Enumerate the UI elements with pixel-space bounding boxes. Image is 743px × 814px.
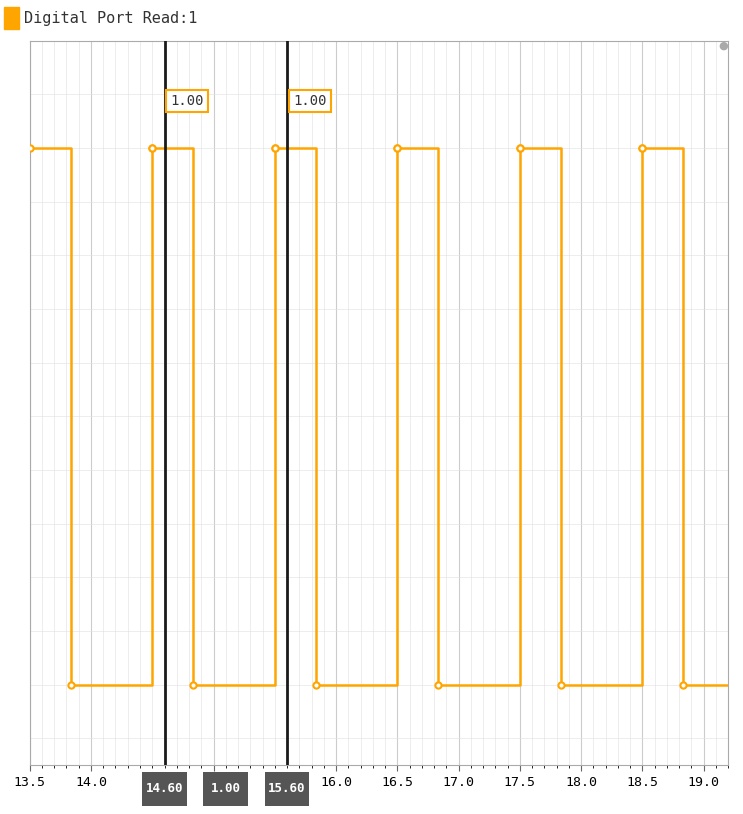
Point: [677, 678, 689, 691]
Text: 1.00: 1.00: [171, 94, 204, 108]
Point: [187, 678, 199, 691]
Text: 1.00: 1.00: [293, 94, 327, 108]
Text: 1.00: 1.00: [211, 782, 241, 795]
Point: [65, 678, 77, 691]
Point: [392, 142, 403, 155]
Bar: [4, 7, 19, 29]
Text: ●: ●: [718, 41, 728, 50]
Text: Digital Port Read:1: Digital Port Read:1: [24, 11, 197, 26]
Text: 14.60: 14.60: [146, 782, 184, 795]
Point: [637, 142, 649, 155]
Text: 15.60: 15.60: [268, 782, 306, 795]
Point: [269, 142, 281, 155]
Point: [432, 678, 444, 691]
Point: [24, 142, 36, 155]
Point: [637, 142, 649, 155]
Point: [146, 142, 158, 155]
Point: [514, 142, 526, 155]
Point: [392, 142, 403, 155]
Point: [310, 678, 322, 691]
Point: [514, 142, 526, 155]
Point: [555, 678, 567, 691]
Point: [269, 142, 281, 155]
Point: [146, 142, 158, 155]
